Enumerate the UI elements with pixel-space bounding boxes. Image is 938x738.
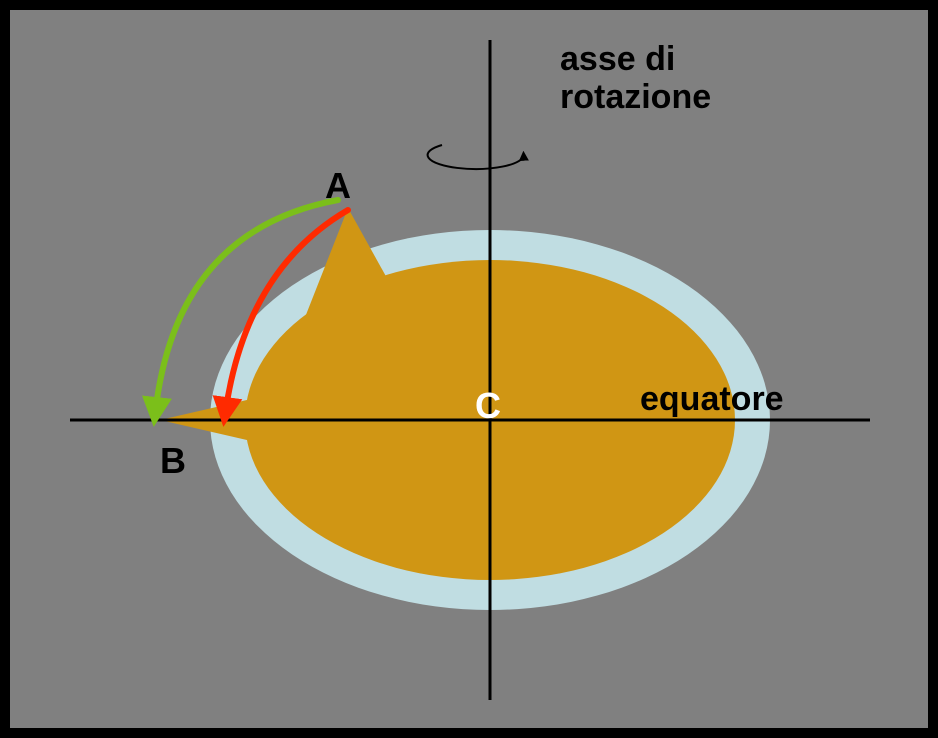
label-C: C bbox=[475, 385, 501, 427]
axis-title-line2: rotazione bbox=[560, 78, 711, 117]
axis-title-line1: asse di bbox=[560, 40, 675, 79]
diagram-canvas: asse di rotazione equatore A B C bbox=[0, 0, 938, 738]
label-B: B bbox=[160, 440, 186, 482]
diagram-svg bbox=[0, 0, 938, 738]
label-A: A bbox=[325, 165, 351, 207]
equator-label: equatore bbox=[640, 380, 784, 419]
